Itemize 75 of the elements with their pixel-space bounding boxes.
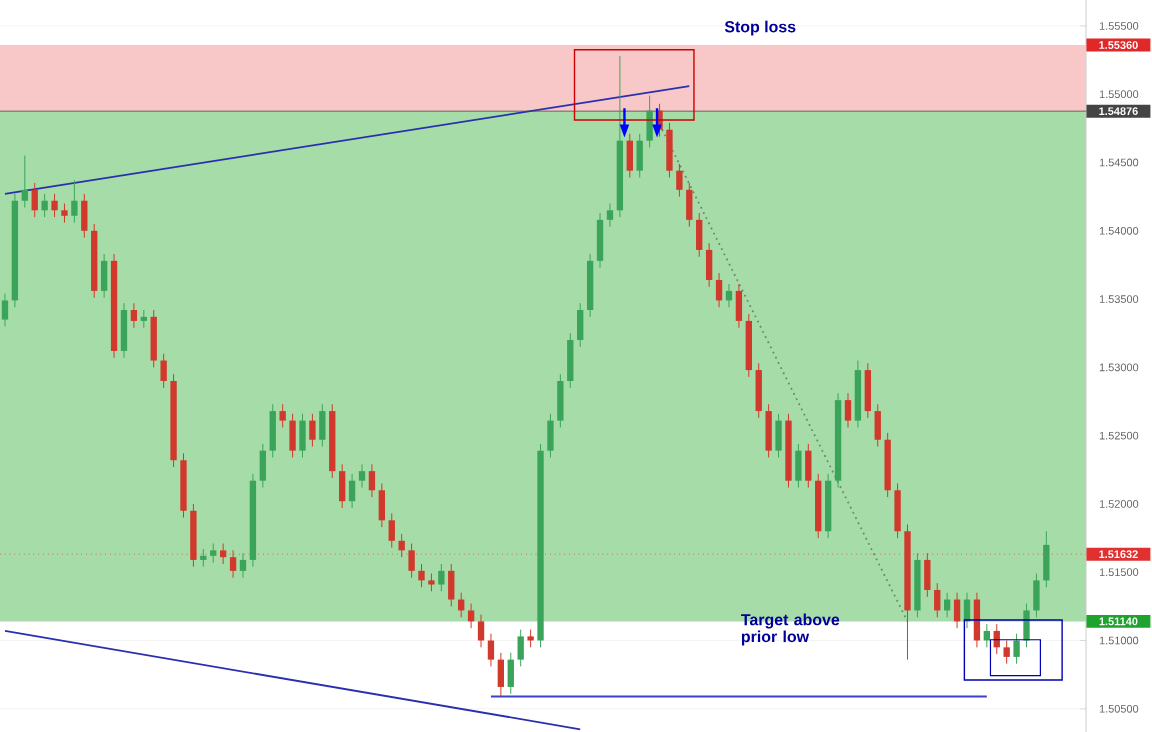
candlestick [120,302,128,359]
candlestick [775,413,782,458]
candlestick [81,193,88,239]
candlestick [269,403,276,458]
candlestick [924,552,931,598]
candlestick [1003,640,1010,665]
candlestick [418,563,425,588]
candlestick [755,362,762,419]
candlestick [864,362,871,419]
candlestick [467,603,475,629]
candlestick [894,482,901,539]
candlestick [934,582,941,618]
candlestick [577,302,584,348]
candlestick [1013,633,1020,665]
candlestick [1043,530,1050,588]
candlestick [795,443,802,489]
candlestick [61,202,68,224]
candlestick [596,212,604,269]
candlestick [408,543,415,579]
candlestick [646,95,653,148]
candlestick [51,193,58,218]
candlestick [100,253,108,299]
candlestick [606,202,614,228]
candlestick [735,283,743,329]
candlestick [239,552,247,579]
candlestick [210,543,217,564]
candlestick [1033,573,1040,618]
candlestick [438,563,445,592]
candlestick [229,549,237,579]
candlestick [517,629,524,667]
candlestick [953,592,961,629]
candlestick [805,443,812,489]
candlestick [299,413,306,458]
candlestick [289,413,296,458]
candlestick [983,623,991,648]
candlestick [279,403,286,428]
candlestick [497,652,505,697]
candlestick [309,413,316,448]
candlestick [319,403,326,448]
candlestick [368,463,376,498]
candlestick [715,272,723,308]
candlestick [1,293,9,327]
candlestick [378,482,386,528]
candlestick [388,512,395,549]
candlestick [358,463,366,489]
candlestick [219,543,227,565]
candlestick [448,563,455,607]
candlestick [487,633,495,667]
candlestick [686,182,693,228]
candlestick [348,473,356,509]
candlestick [567,332,574,389]
candlestick [705,242,713,288]
candlestick [150,309,157,368]
candlestick [666,122,673,179]
candlestick [844,392,852,428]
candlestick [477,614,485,648]
candlestick [21,155,28,209]
candlestick [160,353,167,389]
candlestick [338,463,346,509]
candlestick [130,302,138,329]
candlestick [1023,603,1030,648]
candlestick [557,373,564,428]
candlestick [507,652,514,695]
candlestick [31,182,38,218]
candlestick [874,403,881,448]
candlestick [626,133,633,179]
candlestick [696,212,703,258]
candlestick [259,443,266,489]
candlestick [547,413,554,458]
candlestick [71,179,78,224]
candlestick [676,163,683,198]
candlestick [636,133,643,179]
candlestick [41,193,48,218]
candlestick [973,592,981,648]
candlestick [765,403,772,458]
